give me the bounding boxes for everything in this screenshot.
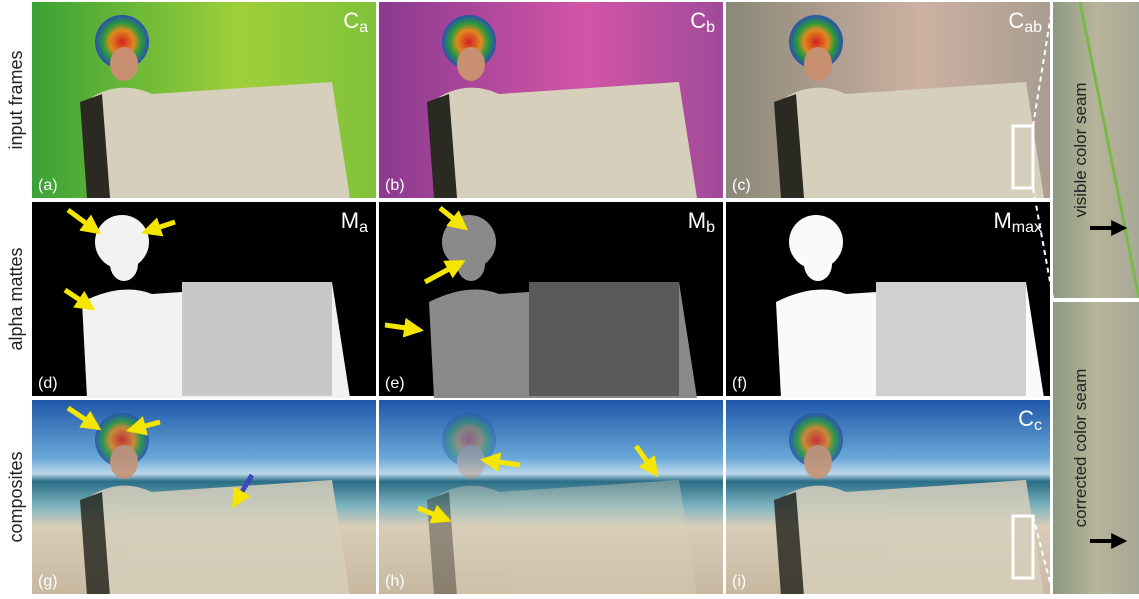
symbol-base: M — [993, 208, 1011, 233]
panel-id: (a) — [38, 177, 58, 194]
zoom-panel — [1053, 2, 1139, 298]
zoom-panel — [1053, 302, 1139, 594]
symbol-base: M — [688, 208, 706, 233]
panel — [379, 400, 723, 594]
panel — [32, 400, 376, 594]
symbol-base: C — [1018, 406, 1034, 431]
panel — [726, 400, 1050, 594]
symbol-base: C — [1008, 8, 1024, 33]
panel-id: (f) — [732, 375, 747, 392]
symbol-sub: a — [359, 219, 368, 236]
panel — [379, 202, 723, 398]
row-label: alpha mattes — [6, 247, 26, 350]
panel-id: (d) — [38, 375, 58, 392]
symbol-sub: ab — [1024, 19, 1042, 36]
symbol-sub: max — [1012, 219, 1042, 236]
zoom-label: visible color seam — [1071, 82, 1090, 217]
symbol-base: C — [343, 8, 359, 33]
panel-id: (c) — [732, 177, 751, 194]
symbol-sub: b — [706, 219, 715, 236]
panel — [379, 2, 723, 198]
symbol-sub: c — [1034, 417, 1042, 434]
symbol-base: C — [690, 8, 706, 33]
panel-id: (g) — [38, 573, 58, 590]
panel-id: (e) — [385, 375, 405, 392]
figure: input frames alpha mattes composites vis… — [0, 0, 1139, 594]
zoom-label: corrected color seam — [1071, 369, 1090, 528]
panel-id: (h) — [385, 573, 405, 590]
symbol-sub: a — [359, 19, 368, 36]
symbol-sub: b — [706, 19, 715, 36]
panel-id: (b) — [385, 177, 405, 194]
panel — [726, 2, 1050, 198]
panel-id: (i) — [732, 573, 746, 590]
row-label: composites — [6, 451, 26, 542]
symbol-base: M — [341, 208, 359, 233]
row-label: input frames — [6, 50, 26, 149]
panel — [32, 2, 376, 198]
